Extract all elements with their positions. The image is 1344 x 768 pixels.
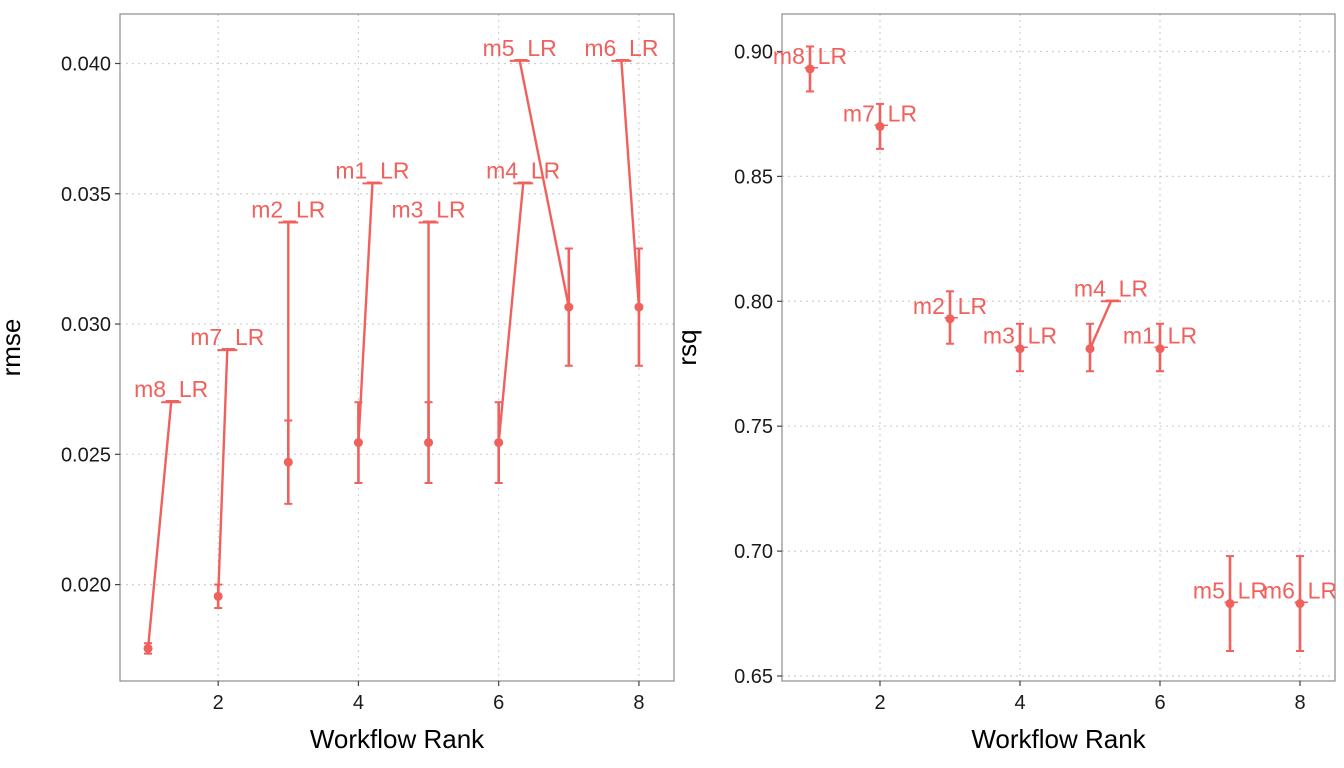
- rsq-point-m2_LR: [945, 314, 955, 324]
- rsq-point-m1_LR: [1155, 344, 1165, 354]
- rmse-y-tick-label: 0.030: [61, 314, 111, 336]
- rmse-point-label-m6_LR: m6_LR: [584, 35, 658, 61]
- rsq-point-label-m2_LR: m2_LR: [913, 293, 987, 319]
- rsq-x-tick-label: 8: [1294, 692, 1305, 714]
- rmse-panel: 0.020 0.025 0.030 0.035 0.040 2 4 6 8 Workflow Ra…: [0, 13, 675, 754]
- rsq-point-label-m8_LR: m8_LR: [773, 43, 847, 69]
- rmse-leader-line-m7_LR: [216, 350, 229, 597]
- rsq-y-tick-label: 0.65: [734, 666, 773, 688]
- rsq-x-tick-label: 6: [1154, 692, 1165, 714]
- rsq-point-label-m1_LR: m1_LR: [1123, 323, 1197, 349]
- rmse-x-axis-title: Workflow Rank: [310, 724, 485, 754]
- rmse-y-tick-label: 0.040: [61, 54, 111, 76]
- rsq-point-m7_LR: [875, 121, 885, 131]
- rmse-leader-line-m1_LR: [357, 183, 374, 443]
- rmse-y-axis-title: rmse: [0, 319, 26, 377]
- rsq-leader-line-m4_LR: [1088, 300, 1113, 350]
- rsq-point-label-m4_LR: m4_LR: [1074, 275, 1148, 301]
- rsq-point-label-m5_LR: m5_LR: [1193, 578, 1267, 604]
- rsq-y-axis-title: rsq: [672, 329, 702, 365]
- rmse-x-tick-label: 8: [633, 692, 644, 714]
- rmse-point-label-m3_LR: m3_LR: [391, 196, 465, 222]
- rsq-x-tick-label: 4: [1014, 692, 1025, 714]
- rsq-panel: 0.65 0.70 0.75 0.80 0.85 0.90 2 4 6 8 Workflow Ran…: [672, 13, 1337, 754]
- rmse-point-label-m8_LR: m8_LR: [134, 376, 208, 402]
- rmse-leader-line-m4_LR: [497, 183, 525, 443]
- rmse-point-label-m4_LR: m4_LR: [486, 157, 560, 183]
- rsq-point-label-m6_LR: m6_LR: [1263, 578, 1337, 604]
- rsq-y-tick-label: 0.75: [734, 416, 773, 438]
- rsq-y-tick-label: 0.70: [734, 541, 773, 563]
- rsq-point-m6_LR: [1295, 599, 1305, 609]
- rsq-point-label-m7_LR: m7_LR: [843, 100, 917, 126]
- rmse-x-tick-label: 4: [353, 692, 364, 714]
- rmse-point-label-m2_LR: m2_LR: [251, 196, 325, 222]
- rsq-y-tick-label: 0.90: [734, 41, 773, 63]
- rmse-leader-line-m8_LR: [146, 402, 173, 649]
- rsq-x-axis-title: Workflow Rank: [971, 724, 1146, 754]
- rsq-point-label-m3_LR: m3_LR: [983, 323, 1057, 349]
- rsq-point-m3_LR: [1015, 344, 1025, 354]
- rsq-panel-border: [781, 13, 1336, 682]
- rmse-y-tick-label: 0.025: [61, 444, 111, 466]
- rmse-leader-line-m5_LR: [518, 60, 570, 308]
- rmse-panel-border: [119, 13, 675, 682]
- rmse-x-tick-label: 2: [213, 692, 224, 714]
- rmse-point-label-m5_LR: m5_LR: [483, 35, 557, 61]
- rmse-point-label-m1_LR: m1_LR: [335, 157, 409, 183]
- rmse-point-label-m7_LR: m7_LR: [190, 324, 264, 350]
- rsq-point-m8_LR: [805, 64, 815, 74]
- rmse-y-tick-label: 0.020: [61, 575, 111, 597]
- rsq-y-tick-label: 0.80: [734, 291, 773, 313]
- rmse-y-tick-label: 0.035: [61, 184, 111, 206]
- rsq-y-tick-label: 0.85: [734, 166, 773, 188]
- rmse-leader-line-m6_LR: [620, 60, 641, 308]
- rsq-x-tick-label: 2: [874, 692, 885, 714]
- rmse-x-tick-label: 6: [493, 692, 504, 714]
- rsq-point-m5_LR: [1225, 599, 1235, 609]
